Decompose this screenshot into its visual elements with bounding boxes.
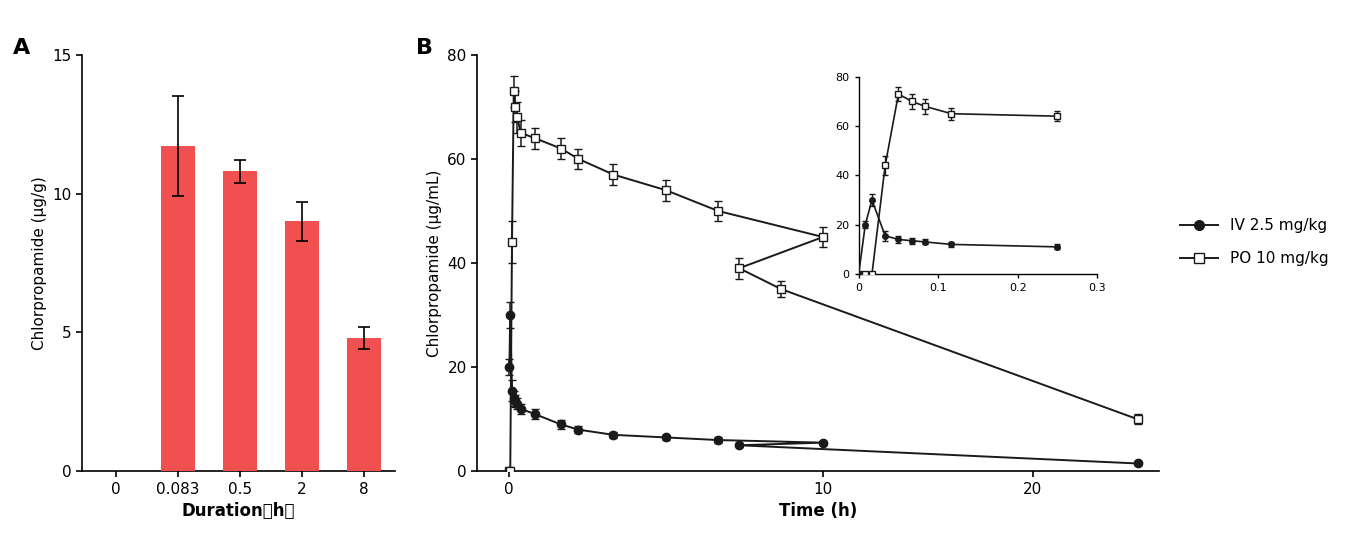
Text: B: B [416,38,432,58]
X-axis label: Time (h): Time (h) [778,503,857,520]
Y-axis label: Chlorpropamide (μg/mL): Chlorpropamide (μg/mL) [427,169,442,357]
Bar [224,172,258,471]
Bar [348,338,382,471]
Legend: IV 2.5 mg/kg, PO 10 mg/kg: IV 2.5 mg/kg, PO 10 mg/kg [1180,218,1329,266]
Text: A: A [12,38,30,58]
X-axis label: Duration（h）: Duration（h） [181,503,296,520]
Y-axis label: Chlorpropamide (μg/g): Chlorpropamide (μg/g) [31,176,46,350]
Bar [285,221,319,471]
Bar [161,146,195,471]
